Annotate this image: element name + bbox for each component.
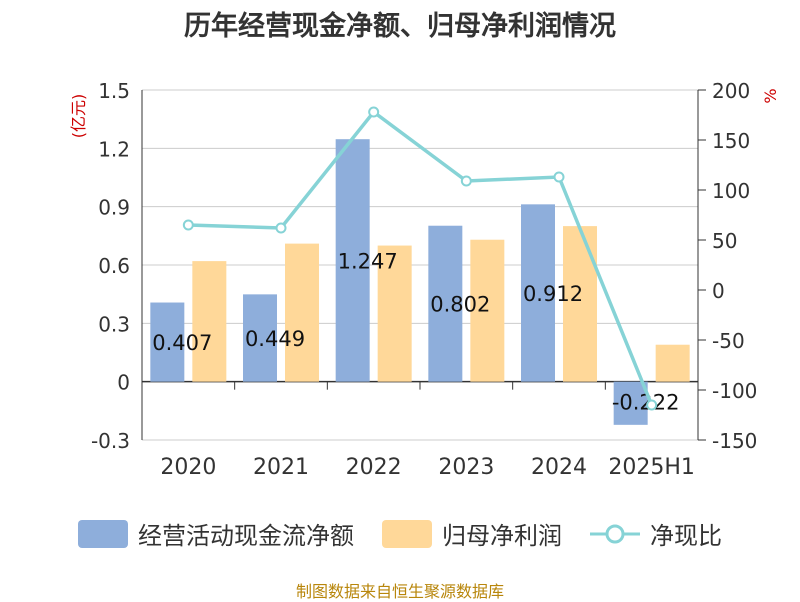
point-ratio: [646, 399, 658, 411]
bar-profit: [470, 239, 505, 382]
x-tick-label: 2022: [346, 455, 402, 480]
left-tick-label: 1.2: [98, 137, 130, 161]
left-tick-label: 0: [117, 371, 130, 395]
right-tick-label: 0: [712, 279, 725, 303]
line-ratio: [188, 109, 654, 406]
x-tick-label: 2024: [531, 455, 587, 480]
right-tick-label: 50: [712, 229, 737, 253]
bar-cash: [428, 225, 463, 382]
right-tick-label: -100: [712, 379, 757, 403]
legend-item-profit[interactable]: 归母净利润: [382, 516, 562, 551]
left-tick-label: 0.9: [98, 196, 130, 220]
data-label-cash: 1.247: [338, 249, 398, 273]
legend-swatch-profit: [382, 519, 432, 548]
bar-profit: [192, 261, 227, 382]
bar-cash: [150, 302, 185, 382]
data-label-cash: 0.802: [430, 293, 490, 317]
point-ratio: [275, 222, 287, 234]
left-tick-label: 0.6: [98, 254, 130, 278]
left-axis-unit: (亿元): [69, 94, 88, 139]
chart-source: 制图数据来自恒生聚源数据库: [295, 582, 504, 601]
bar-profit: [655, 344, 690, 382]
legend-item-cash[interactable]: 经营活动现金流净额: [78, 516, 354, 551]
x-tick-label: 2020: [160, 455, 216, 480]
left-tick-label: -0.3: [91, 429, 130, 453]
bar-cash: [335, 139, 370, 382]
right-tick-label: -150: [712, 429, 757, 453]
point-ratio: [553, 171, 565, 183]
chart-legend: 经营活动现金流净额 归母净利润 净现比: [0, 516, 800, 551]
legend-swatch-cash: [78, 519, 128, 548]
data-label-cash: 0.912: [523, 282, 583, 306]
legend-item-ratio[interactable]: 净现比: [590, 516, 722, 551]
data-label-cash: 0.407: [152, 331, 212, 355]
bar-profit: [377, 245, 412, 382]
right-tick-label: 100: [712, 179, 750, 203]
left-tick-label: 1.5: [98, 79, 130, 103]
bar-cash: [521, 204, 555, 382]
x-tick-label: 2023: [438, 455, 494, 480]
right-tick-label: 200: [712, 79, 750, 103]
point-ratio: [368, 106, 380, 118]
left-tick-label: 0.3: [98, 312, 130, 336]
x-tick-label: 2021: [253, 455, 309, 480]
bar-profit: [285, 243, 319, 382]
legend-swatch-ratio: [590, 524, 640, 543]
point-ratio: [182, 219, 194, 231]
right-tick-label: 150: [712, 129, 750, 153]
legend-label-profit: 归母净利润: [442, 522, 562, 550]
bar-cash: [613, 381, 648, 425]
bar-cash: [243, 294, 277, 382]
x-tick-label: 2025H1: [608, 455, 695, 480]
legend-label-ratio: 净现比: [650, 522, 722, 550]
right-tick-label: -50: [712, 329, 745, 353]
legend-label-cash: 经营活动现金流净额: [138, 522, 354, 550]
right-axis-unit: %: [761, 88, 780, 103]
point-ratio: [460, 175, 472, 187]
data-label-cash: 0.449: [245, 327, 305, 351]
chart-title: 历年经营现金净额、归母净利润情况: [184, 11, 616, 42]
